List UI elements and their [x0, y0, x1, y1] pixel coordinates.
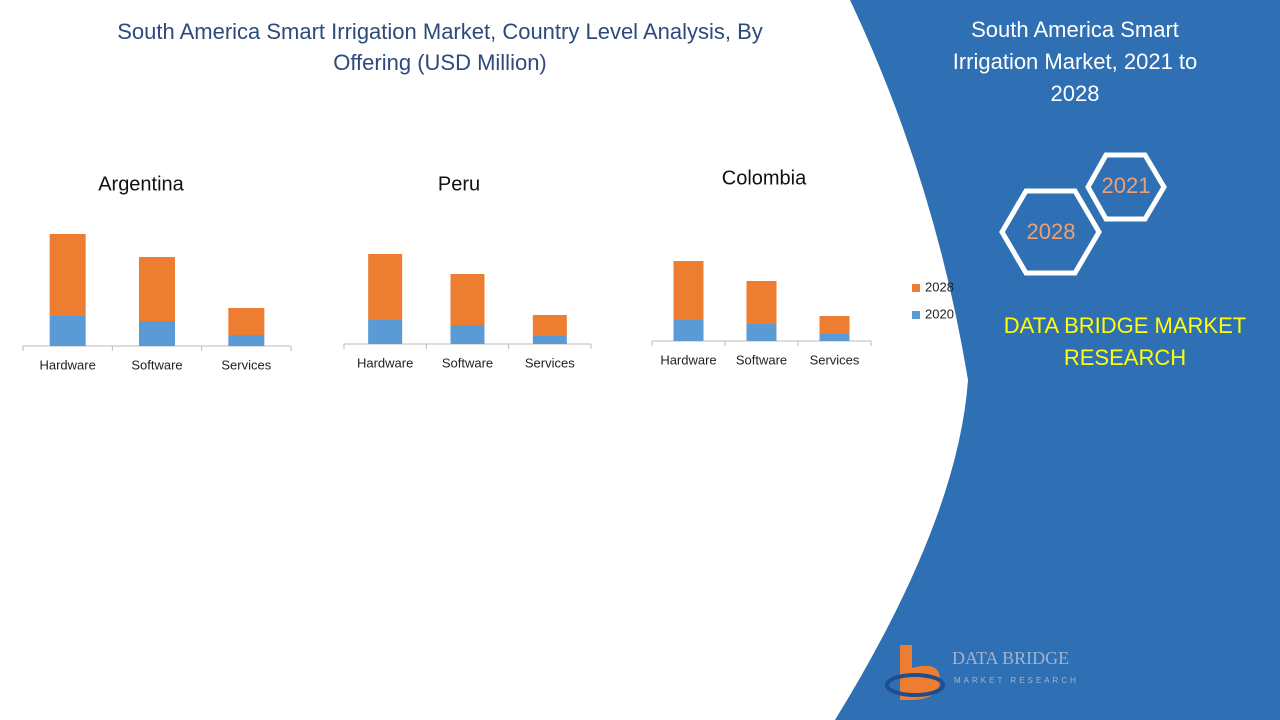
brand-text: DATA BRIDGE MARKET RESEARCH [1003, 313, 1247, 370]
main-title: South America Smart Irrigation Market, C… [117, 19, 763, 75]
hexagon [1085, 152, 1167, 222]
x-tick-label: Services [221, 357, 271, 372]
bar-segment [746, 324, 777, 341]
bar-segment [228, 335, 265, 346]
bar-segment [819, 334, 850, 341]
bar-segment [450, 274, 485, 325]
hexagon [999, 188, 1102, 276]
chart-title: Peru [438, 173, 480, 195]
legend-swatch [912, 284, 920, 292]
bar-segment [673, 261, 704, 320]
logo-mark [900, 645, 940, 700]
x-tick-label: Services [810, 352, 860, 367]
bar-segment [228, 308, 265, 335]
bar-segment [139, 257, 175, 321]
hex-label: 2028 [1027, 219, 1076, 244]
bar-segment [746, 281, 777, 324]
x-tick-label: Services [525, 355, 575, 370]
bar-segment [368, 320, 403, 344]
bar-segment [532, 336, 567, 344]
bar-segment [819, 316, 850, 334]
bar-segment [368, 254, 403, 320]
x-tick-label: Hardware [660, 352, 716, 367]
x-tick-label: Software [736, 352, 787, 367]
logo-swoosh [885, 673, 945, 697]
logo-sub: MARKET RESEARCH [954, 676, 1079, 685]
bar-segment [673, 320, 704, 341]
bar-segment [49, 234, 86, 316]
side-panel [835, 0, 1280, 720]
legend-label: 2028 [925, 279, 954, 294]
bar-segment [450, 325, 485, 344]
panel-title: South America Smart Irrigation Market, 2… [952, 17, 1198, 106]
x-tick-label: Software [131, 357, 182, 372]
x-tick-label: Software [442, 355, 493, 370]
logo: DATA BRIDGE MARKET RESEARCH [885, 645, 1079, 700]
x-tick-label: Hardware [39, 357, 95, 372]
legend-label: 2020 [925, 306, 954, 321]
legend-swatch [912, 311, 920, 319]
bar-segment [139, 321, 175, 346]
x-tick-label: Hardware [357, 355, 413, 370]
bar-segment [49, 316, 86, 346]
hex-label: 2021 [1102, 173, 1151, 198]
bar-segment [532, 315, 567, 336]
chart-title: Colombia [722, 167, 807, 189]
logo-name: DATA BRIDGE [952, 648, 1069, 668]
chart-title: Argentina [98, 173, 184, 195]
